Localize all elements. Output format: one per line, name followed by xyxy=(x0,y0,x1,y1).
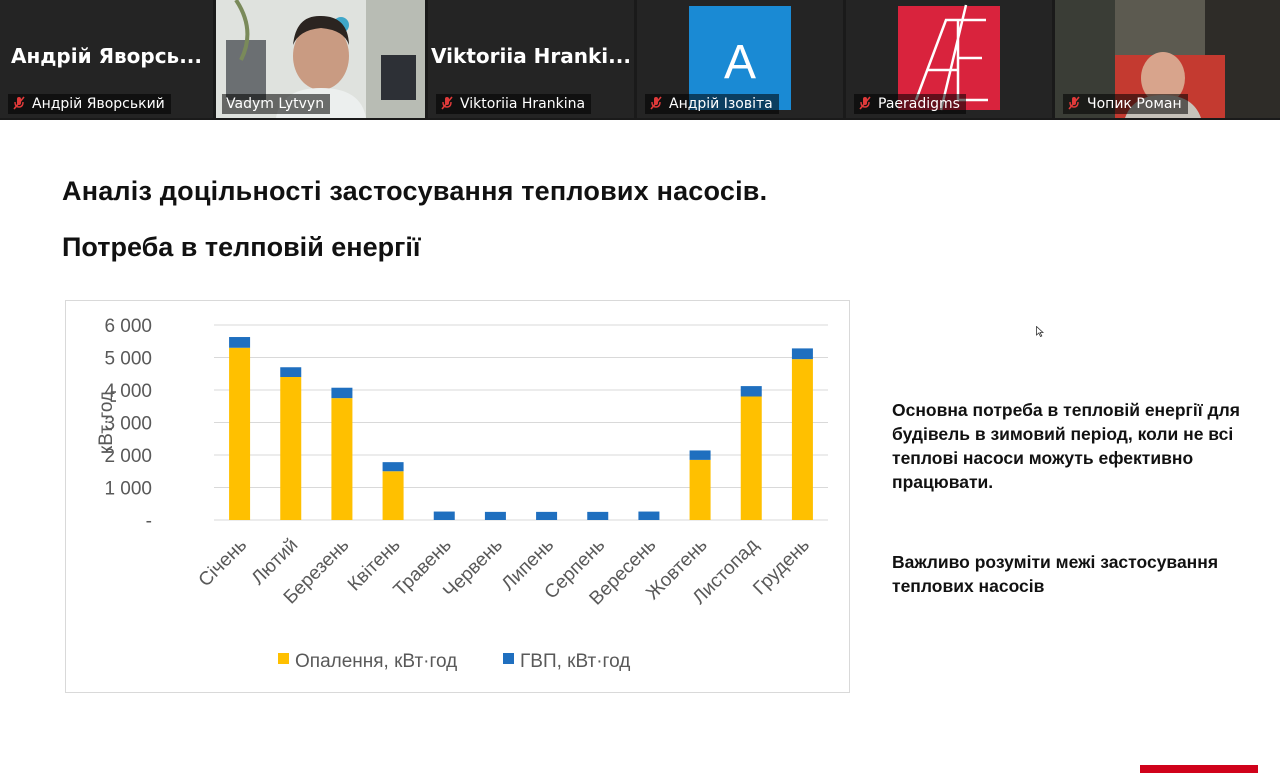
y-axis-label: кВт·год xyxy=(96,391,117,454)
bar-hot-water xyxy=(229,337,251,348)
bar-heating xyxy=(331,398,353,520)
bar-hot-water xyxy=(638,511,660,520)
x-tick-label: Січень xyxy=(195,535,251,591)
participant-tile-paeradigms[interactable]: Paeradigms xyxy=(846,0,1052,118)
legend-label-hot-water: ГВП, кВт·год xyxy=(520,651,630,672)
bar-hot-water xyxy=(587,511,609,520)
bar-hot-water xyxy=(689,450,711,460)
bar-heating xyxy=(791,359,813,520)
muted-mic-icon xyxy=(650,96,662,110)
participant-label: Андрій Ізовіта xyxy=(645,94,779,114)
x-tick-label: Грудень xyxy=(749,535,814,600)
y-tick-label: 6 000 xyxy=(104,316,152,337)
bar-hot-water xyxy=(484,511,506,520)
legend-swatch-hot-water xyxy=(503,653,514,664)
participant-label-text: Андрій Яворський xyxy=(32,96,165,112)
chart: - 1 000 2 000 3 000 4 000 5 000 6 000 кВт·год Сі… xyxy=(65,300,850,693)
slide-note-limits: Важливо розуміти межі застосування тепло… xyxy=(892,552,1219,596)
muted-mic-icon xyxy=(859,96,871,110)
bar-hot-water xyxy=(280,367,302,377)
legend-swatch-heating xyxy=(278,653,289,664)
bar-hot-water xyxy=(331,387,353,399)
muted-mic-icon xyxy=(13,96,25,110)
bar-hot-water xyxy=(433,511,455,520)
chart-canvas: - 1 000 2 000 3 000 4 000 5 000 6 000 кВт·год Сі… xyxy=(96,316,828,672)
bar-hot-water xyxy=(791,348,813,360)
participant-tile-andrii-yavorskyi[interactable]: Андрій Яворсь... Андрій Яворський xyxy=(0,0,213,118)
participant-strip: Андрій Яворсь... Андрій Яворський Vadym … xyxy=(0,0,1280,120)
participant-label: Viktoriia Hrankina xyxy=(436,94,592,114)
muted-mic-icon xyxy=(441,96,453,110)
avatar-letter: A xyxy=(724,36,756,89)
participant-label: Чопик Роман xyxy=(1063,94,1188,114)
bar-heating xyxy=(229,347,251,520)
y-tick-label: 3 000 xyxy=(104,414,152,435)
bar-hot-water xyxy=(740,386,762,397)
bar-heating xyxy=(280,377,302,520)
brand-accent-bar xyxy=(1140,765,1258,773)
participant-display-name: Андрій Яворсь... xyxy=(10,44,202,68)
shared-slide: Аналіз доцільності застосування теплових… xyxy=(0,120,1280,773)
participant-label-text: Чопик Роман xyxy=(1087,96,1182,112)
participant-label: Paeradigms xyxy=(854,94,966,114)
slide-subtitle: Потреба в телповій енергії xyxy=(62,232,421,262)
participant-tile-vadym-lytvyn[interactable]: Vadym Lytvyn xyxy=(216,0,425,118)
participant-label-text: Viktoriia Hrankina xyxy=(460,96,586,112)
participant-label: Андрій Яворський xyxy=(8,94,171,114)
y-tick-label: 1 000 xyxy=(104,479,152,500)
participant-tile-chopyk-roman[interactable]: Чопик Роман xyxy=(1055,0,1280,118)
participant-label-text: Vadym Lytvyn xyxy=(226,96,325,112)
y-tick-label: - xyxy=(146,511,152,532)
bar-hot-water xyxy=(536,511,558,520)
legend-label-heating: Опалення, кВт·год xyxy=(295,651,457,672)
participant-label-text: Paeradigms xyxy=(878,96,960,112)
bar-heating xyxy=(689,459,711,520)
muted-mic-icon xyxy=(1068,96,1080,110)
participant-display-name: Viktoriia Hranki... xyxy=(431,44,631,68)
participant-label: Vadym Lytvyn xyxy=(222,94,331,114)
participant-tile-viktoriia-hrankina[interactable]: Viktoriia Hranki... Viktoriia Hrankina xyxy=(428,0,634,118)
mouse-cursor-icon xyxy=(1036,326,1044,337)
bar-hot-water xyxy=(382,462,404,472)
bar-heating xyxy=(740,396,762,520)
slide-title: Аналіз доцільності застосування теплових… xyxy=(62,176,768,206)
participant-label-text: Андрій Ізовіта xyxy=(669,96,773,112)
y-tick-label: 4 000 xyxy=(104,381,152,402)
y-tick-label: 5 000 xyxy=(104,349,152,370)
bar-heating xyxy=(382,471,404,520)
y-tick-label: 2 000 xyxy=(104,446,152,467)
participant-tile-andrii-izovita[interactable]: A Андрій Ізовіта xyxy=(637,0,843,118)
slide-note-main-demand: Основна потреба в тепловій енергії для б… xyxy=(892,400,1240,492)
